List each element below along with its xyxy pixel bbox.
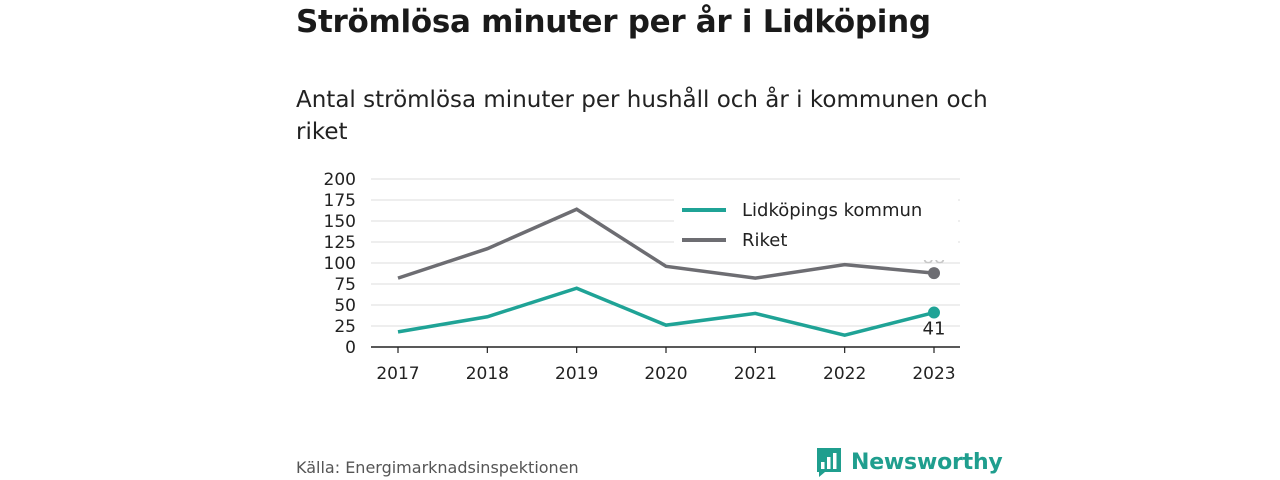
y-tick-label: 200 xyxy=(324,170,356,190)
chart-title: Strömlösa minuter per år i Lidköping xyxy=(296,4,931,40)
x-tick-label: 2023 xyxy=(912,364,955,384)
x-tick-label: 2017 xyxy=(376,364,419,384)
y-tick-label: 25 xyxy=(334,317,356,337)
y-tick-label: 150 xyxy=(324,212,356,232)
legend-label: Riket xyxy=(742,230,787,251)
legend-box xyxy=(674,192,958,260)
brand-logo: Newsworthy xyxy=(815,446,1003,478)
y-tick-label: 100 xyxy=(324,254,356,274)
x-tick-label: 2021 xyxy=(734,364,777,384)
y-tick-label: 75 xyxy=(334,275,356,295)
y-tick-label: 125 xyxy=(324,233,356,253)
y-tick-label: 0 xyxy=(345,338,356,358)
series-line xyxy=(397,286,935,338)
source-note: Källa: Energimarknadsinspektionen xyxy=(296,458,579,477)
x-tick-label: 2020 xyxy=(644,364,687,384)
x-tick-label: 2018 xyxy=(466,364,509,384)
y-tick-label: 175 xyxy=(324,191,356,211)
series-end-label: 41 xyxy=(923,319,946,340)
series-line xyxy=(397,207,935,280)
x-tick-label: 2022 xyxy=(823,364,866,384)
bar-chart-logo-icon xyxy=(817,448,841,477)
y-tick-label: 50 xyxy=(334,296,356,316)
chart-subtitle: Antal strömlösa minuter per hushåll och … xyxy=(296,87,988,145)
series-end-point xyxy=(928,306,940,319)
series-end-point xyxy=(928,267,940,280)
legend-label: Lidköpings kommun xyxy=(742,200,922,221)
x-tick-label: 2019 xyxy=(555,364,598,384)
brand-name: Newsworthy xyxy=(851,449,1003,475)
